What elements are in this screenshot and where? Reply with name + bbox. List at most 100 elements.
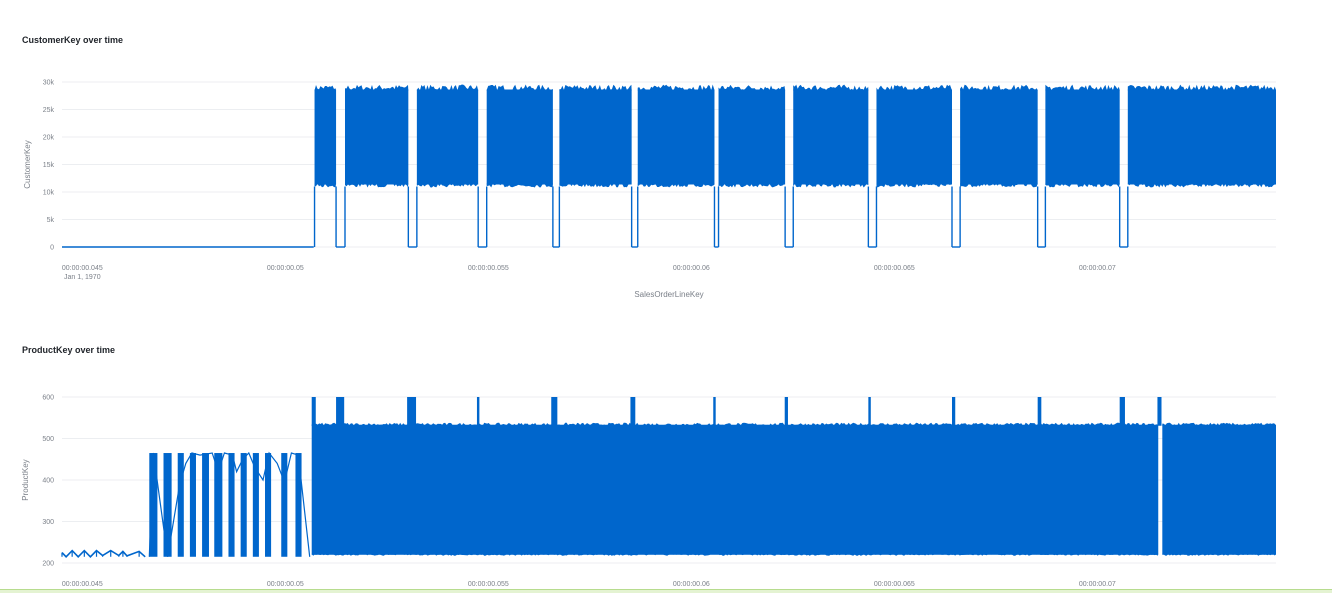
y-tick-label: 25k: [43, 107, 55, 114]
series-dense-block-bottom-edge: [311, 553, 1159, 556]
series-max-spike: [713, 397, 716, 426]
series-max-spike: [630, 397, 636, 426]
y-tick-label: 500: [42, 436, 54, 443]
series-dense-block: [311, 424, 1159, 555]
series-dense-block: [559, 89, 632, 185]
series-max-spike: [476, 397, 480, 426]
y-tick-label: 200: [42, 561, 54, 568]
series-early-bar: [295, 453, 302, 557]
x-tick-label: 00:00:00.065: [874, 265, 915, 272]
series-early-connector-line: [148, 451, 311, 557]
series-dense-block-top-edge: [559, 84, 632, 91]
series-dense-block: [344, 89, 409, 185]
series-dense-block: [718, 89, 786, 185]
series-dense-block-top-edge: [1162, 422, 1276, 426]
x-tick-label: 00:00:00.06: [673, 265, 710, 272]
series-dense-block-bottom-edge: [486, 183, 553, 188]
y-tick-label: 15k: [43, 162, 55, 169]
series-dense-block: [416, 89, 479, 185]
series-max-spike: [1157, 397, 1162, 426]
series-dense-block-top-edge: [793, 84, 869, 91]
x-tick-label: 00:00:00.065: [874, 581, 915, 588]
series-early-bar: [265, 453, 272, 557]
series-dense-block-top-edge: [311, 422, 1159, 426]
series-dense-block: [1127, 89, 1276, 185]
bottom-divider: [0, 589, 1332, 593]
series-early-bar: [163, 453, 172, 557]
series-max-spike: [784, 397, 788, 426]
series-max-spike: [951, 397, 956, 426]
x-axis-title: SalesOrderLineKey: [634, 290, 703, 299]
x-tick-label: 00:00:00.07: [1079, 581, 1116, 588]
series-dense-block-top-edge: [416, 84, 479, 91]
y-tick-label: 600: [42, 395, 54, 402]
series-max-spike: [1037, 397, 1042, 426]
series-max-spike: [551, 397, 558, 426]
x-tick-label: 00:00:00.05: [267, 581, 304, 588]
x-tick-label: 00:00:00.055: [468, 581, 509, 588]
series-dense-block-bottom-edge: [314, 183, 337, 188]
x-tick-label: 00:00:00.045: [62, 581, 103, 588]
series-early-bar: [149, 453, 158, 557]
series-max-spike: [1119, 397, 1125, 426]
series-dense-block: [1162, 424, 1276, 555]
customerkey-line-chart: 0 5k 10k 15k 20k 25k 30k 00:00:00.045 Jan 1, 197…: [23, 80, 1276, 299]
series-dense-block-bottom-edge: [416, 183, 479, 188]
y-tick-label: 10k: [43, 190, 55, 197]
series-max-spike: [311, 397, 316, 426]
series-dense-block-top-edge: [314, 85, 337, 91]
x-tick-label: 00:00:00.055: [468, 265, 509, 272]
series-dense-block: [314, 89, 337, 185]
series-dense-block-bottom-edge: [876, 183, 952, 188]
series-dense-block-top-edge: [960, 84, 1038, 91]
series-dense-block-bottom-edge: [960, 183, 1038, 188]
series-dense-block: [637, 89, 715, 185]
series-max-spike: [868, 397, 871, 426]
series-dense-block-top-edge: [637, 84, 715, 91]
series-dense-block-top-edge: [1127, 84, 1276, 91]
series-dense-block-top-edge: [486, 84, 553, 91]
series-early-low-line: [61, 549, 146, 558]
x-tick-label: 00:00:00.07: [1079, 265, 1116, 272]
x-tick-sublabel: Jan 1, 1970: [64, 274, 101, 281]
y-tick-label: 400: [42, 478, 54, 485]
y-tick-label: 5k: [47, 217, 55, 224]
series-dense-block-bottom-edge: [1045, 183, 1120, 188]
y-tick-label: 300: [42, 519, 54, 526]
series-early-bar: [189, 453, 196, 557]
series-early-bar: [228, 453, 235, 557]
x-tick-label: 00:00:00.045: [62, 265, 103, 272]
series-early-bar: [214, 453, 223, 557]
series-max-spike: [336, 397, 345, 426]
series-dense-block-top-edge: [876, 84, 952, 91]
series-dense-block-bottom-edge: [718, 183, 786, 188]
y-tick-label: 0: [50, 245, 54, 252]
series-dense-block: [486, 89, 553, 185]
series-dense-block-bottom-edge: [344, 183, 409, 188]
series-dense-block: [793, 89, 869, 185]
series-dense-block: [1045, 89, 1120, 185]
series-dense-block-bottom-edge: [793, 183, 869, 188]
series-max-spike: [407, 397, 417, 426]
series-dense-block-bottom-edge: [559, 183, 632, 188]
series-early-bar: [240, 453, 247, 557]
y-axis-title: CustomerKey: [23, 140, 32, 188]
series-dense-block-top-edge: [344, 84, 409, 91]
y-tick-label: 30k: [43, 80, 55, 87]
series-dense-block-top-edge: [1045, 84, 1120, 91]
x-tick-label: 00:00:00.05: [267, 265, 304, 272]
x-tick-label: 00:00:00.06: [673, 581, 710, 588]
series-early-bar: [252, 453, 259, 557]
y-axis-title: ProductKey: [21, 459, 30, 500]
chart-title-customerkey: CustomerKey over time: [22, 35, 124, 45]
series-early-bar: [202, 453, 209, 557]
series-dense-block-top-edge: [718, 84, 786, 91]
y-tick-label: 20k: [43, 135, 55, 142]
series-early-bar: [177, 453, 184, 557]
series-dense-block-bottom-edge: [1127, 183, 1276, 188]
series-early-bar: [281, 453, 288, 557]
series-dense-block-bottom-edge: [637, 183, 715, 188]
series-dense-block: [960, 89, 1038, 185]
chart-title-productkey: ProductKey over time: [22, 345, 116, 355]
